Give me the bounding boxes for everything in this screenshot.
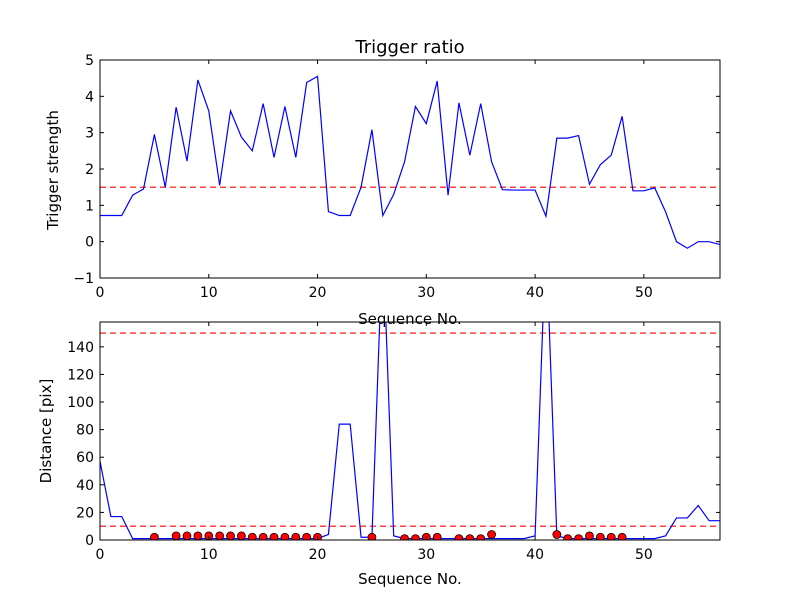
data-point-marker: [563, 534, 573, 540]
data-point-marker: [411, 534, 420, 540]
data-point-marker: [432, 532, 442, 540]
data-point-marker: [302, 532, 312, 540]
data-point-marker: [617, 532, 627, 540]
data-point-marker: [269, 532, 279, 540]
y-tick-label: 0: [85, 533, 94, 549]
series-line: [100, 322, 720, 540]
y-tick-label: 1: [85, 198, 94, 214]
x-tick-label: 40: [526, 285, 544, 301]
x-tick-label: 0: [96, 547, 105, 563]
y-tick-label: 20: [76, 505, 94, 521]
data-point-marker: [606, 532, 616, 540]
plot-area: 0 10 20 30 40 50 0 20 40 60 80 100 120 140: [67, 321, 721, 563]
data-point-marker: [171, 531, 181, 540]
x-tick-label: 20: [309, 547, 327, 563]
distance-chart: 0 10 20 30 40 50 0 20 40 60 80 100 120 140 Sequence N…: [37, 321, 721, 588]
data-point-marker: [487, 530, 496, 539]
data-layer: [100, 322, 720, 540]
data-point-marker: [454, 534, 464, 540]
y-tick-label: 4: [85, 89, 94, 105]
x-tick-label: 30: [417, 547, 435, 563]
data-point-marker: [585, 531, 594, 540]
data-point-marker: [258, 532, 268, 540]
axes-frame: [99, 321, 721, 541]
x-tick-label: 10: [200, 547, 218, 563]
data-point-marker: [247, 532, 257, 540]
x-axis-label: Sequence No.: [358, 570, 462, 588]
x-tick-label: 10: [200, 285, 218, 301]
data-point-marker: [552, 530, 562, 539]
data-point-marker: [237, 531, 246, 540]
x-tick-label: 0: [96, 285, 105, 301]
y-axis-label: Distance [pix]: [37, 379, 55, 484]
data-point-marker: [476, 534, 486, 540]
data-point-marker: [193, 531, 203, 540]
data-point-marker: [465, 534, 475, 540]
y-tick-label: 60: [76, 450, 94, 466]
y-axis-label: Trigger strength: [44, 110, 62, 231]
x-tick-label: 50: [635, 547, 653, 563]
x-tick-label: 20: [309, 285, 327, 301]
data-point-marker: [215, 531, 225, 540]
y-tick-label: 140: [67, 340, 94, 356]
data-point-marker: [574, 534, 583, 540]
y-tick-label: 100: [67, 395, 94, 411]
y-tick-label: 3: [85, 126, 94, 142]
data-layer: [100, 75, 720, 249]
x-tick-label: 40: [526, 547, 544, 563]
y-tick-label: 2: [85, 162, 94, 178]
data-point-marker: [280, 532, 290, 540]
x-tick-label: 30: [417, 285, 435, 301]
y-tick-label: 80: [76, 423, 94, 439]
y-tick-label: 40: [76, 478, 94, 494]
data-point-marker: [291, 532, 301, 540]
series-line: [100, 75, 720, 249]
chart-title: Trigger ratio: [354, 37, 464, 58]
data-point-marker: [149, 532, 159, 540]
x-tick-label: 50: [635, 285, 653, 301]
data-point-marker: [226, 531, 235, 540]
y-tick-label: −1: [73, 271, 94, 287]
data-point-marker: [367, 532, 377, 540]
y-tick-label: 5: [85, 53, 94, 69]
y-tick-label: 120: [67, 367, 94, 383]
y-tick-label: 0: [85, 235, 94, 251]
data-point-marker: [182, 531, 192, 540]
data-point-marker: [595, 532, 605, 540]
data-point-marker: [400, 534, 409, 540]
x-axis-label: Sequence No.: [358, 310, 462, 328]
